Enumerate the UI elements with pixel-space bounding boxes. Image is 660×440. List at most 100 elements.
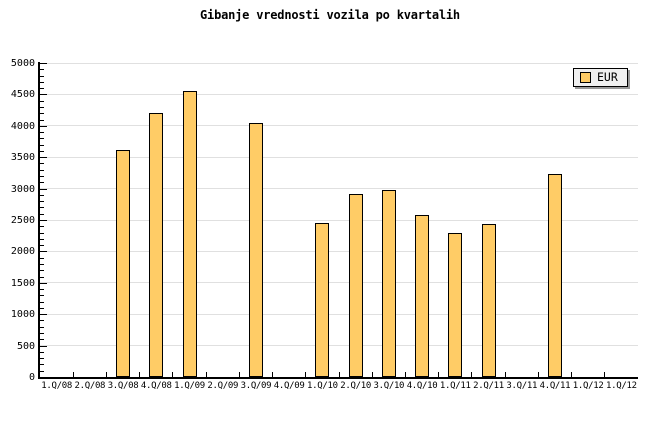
x-axis-label: 4.Q/09 xyxy=(273,381,305,391)
x-axis-label: 1.Q/08 xyxy=(41,381,72,391)
y-axis-tick xyxy=(40,289,44,291)
y-axis-line xyxy=(38,62,40,379)
y-axis-tick xyxy=(40,364,44,366)
x-axis-tick xyxy=(72,372,74,377)
gridline xyxy=(40,156,638,158)
y-axis-tick xyxy=(40,157,47,159)
gridline xyxy=(40,125,638,127)
y-axis-label: 1500 xyxy=(10,277,35,289)
x-axis-label: 1.Q/10 xyxy=(307,381,338,391)
chart-title: Gibanje vrednosti vozila po kvartalih xyxy=(200,8,460,22)
y-axis-tick xyxy=(40,232,44,234)
x-axis-tick xyxy=(205,372,207,377)
gridline xyxy=(40,219,638,221)
x-axis-label: 4.Q/10 xyxy=(406,381,438,391)
y-axis-tick xyxy=(40,351,44,353)
y-axis-label: 5000 xyxy=(10,58,35,69)
y-axis-tick xyxy=(40,257,44,259)
y-axis-label: 500 xyxy=(16,340,35,352)
x-axis-label: 4.Q/11 xyxy=(539,381,571,391)
y-axis-tick xyxy=(40,226,44,228)
y-axis-tick xyxy=(40,238,44,240)
y-axis-tick xyxy=(40,125,47,127)
bar-3.Q/08 xyxy=(116,149,131,377)
x-axis-tick xyxy=(537,372,539,377)
y-axis-tick xyxy=(40,326,44,328)
y-axis-tick xyxy=(40,377,47,378)
x-axis-label: 3.Q/11 xyxy=(506,381,538,391)
gridline xyxy=(40,188,638,190)
y-axis-label: 4500 xyxy=(10,89,35,101)
y-axis-tick xyxy=(40,320,44,322)
y-axis-tick xyxy=(40,63,47,64)
gridline xyxy=(40,62,638,64)
y-axis-tick xyxy=(40,307,44,309)
y-axis-tick xyxy=(40,119,44,121)
y-axis-tick xyxy=(40,132,44,134)
gridline xyxy=(40,93,638,95)
x-axis-tick xyxy=(604,372,606,377)
y-axis-tick xyxy=(40,282,47,284)
y-axis-label: 3500 xyxy=(10,152,35,164)
y-axis-tick xyxy=(40,263,44,265)
x-axis-tick xyxy=(404,372,406,377)
y-axis-tick xyxy=(40,358,44,360)
y-axis-tick xyxy=(40,188,47,190)
x-axis-label: 3.Q/08 xyxy=(107,381,139,391)
y-axis-tick xyxy=(40,251,47,253)
x-axis-tick xyxy=(172,372,174,377)
y-axis-tick xyxy=(40,169,44,171)
legend-swatch-icon xyxy=(580,72,591,83)
x-axis-label: 1.Q/11 xyxy=(439,381,471,391)
y-axis-tick xyxy=(40,194,44,196)
y-axis-tick xyxy=(40,339,44,341)
x-axis-label: 2.Q/11 xyxy=(473,381,504,391)
plot-area xyxy=(38,62,638,379)
bar-1.Q/11 xyxy=(448,232,463,377)
y-axis-label: 1000 xyxy=(10,309,35,321)
y-axis-tick xyxy=(40,94,47,96)
gridline xyxy=(40,345,638,347)
y-axis-tick xyxy=(40,314,47,316)
x-axis-tick xyxy=(504,372,506,377)
bar-1.Q/09 xyxy=(182,91,197,377)
bar-4.Q/10 xyxy=(415,214,430,377)
x-axis-tick xyxy=(139,372,141,377)
x-axis-label: 1.Q/09 xyxy=(174,381,205,391)
x-axis-label: 4.Q/08 xyxy=(140,381,172,391)
y-axis-tick xyxy=(40,182,44,184)
bar-4.Q/08 xyxy=(149,112,164,377)
x-axis-label: 1.Q/12 xyxy=(572,381,604,391)
x-axis-tick xyxy=(371,372,373,377)
y-axis-tick xyxy=(40,75,44,77)
gridline xyxy=(40,250,638,252)
legend: EUR xyxy=(573,68,628,87)
bar-4.Q/11 xyxy=(547,174,562,377)
x-axis-label: 3.Q/10 xyxy=(373,381,405,391)
x-axis-tick xyxy=(105,372,107,377)
y-axis-tick xyxy=(40,163,44,165)
x-axis-tick xyxy=(238,372,240,377)
bar-3.Q/10 xyxy=(381,189,396,377)
x-axis-label: 2.Q/09 xyxy=(207,381,239,391)
y-axis-tick xyxy=(40,201,44,203)
y-axis-tick xyxy=(40,301,44,303)
y-axis-label: 3000 xyxy=(10,183,35,195)
y-axis-tick xyxy=(40,207,44,209)
x-axis-label: 2.Q/08 xyxy=(74,381,106,391)
x-axis-tick xyxy=(438,372,440,377)
bar-2.Q/11 xyxy=(481,224,496,377)
y-axis-tick xyxy=(40,345,47,347)
bar-2.Q/10 xyxy=(348,194,363,377)
x-axis-tick xyxy=(338,372,340,377)
y-axis-tick xyxy=(40,113,44,115)
x-axis-label: 2.Q/10 xyxy=(340,381,371,391)
x-axis-label: 1.Q/12 xyxy=(606,381,637,391)
y-axis-label: 2500 xyxy=(10,215,35,226)
y-axis-tick xyxy=(40,245,44,247)
y-axis-label: 0 xyxy=(28,372,35,383)
y-axis-tick xyxy=(40,333,44,335)
y-axis-tick xyxy=(40,220,47,221)
x-axis-line xyxy=(38,377,638,379)
x-axis-tick xyxy=(571,372,573,377)
